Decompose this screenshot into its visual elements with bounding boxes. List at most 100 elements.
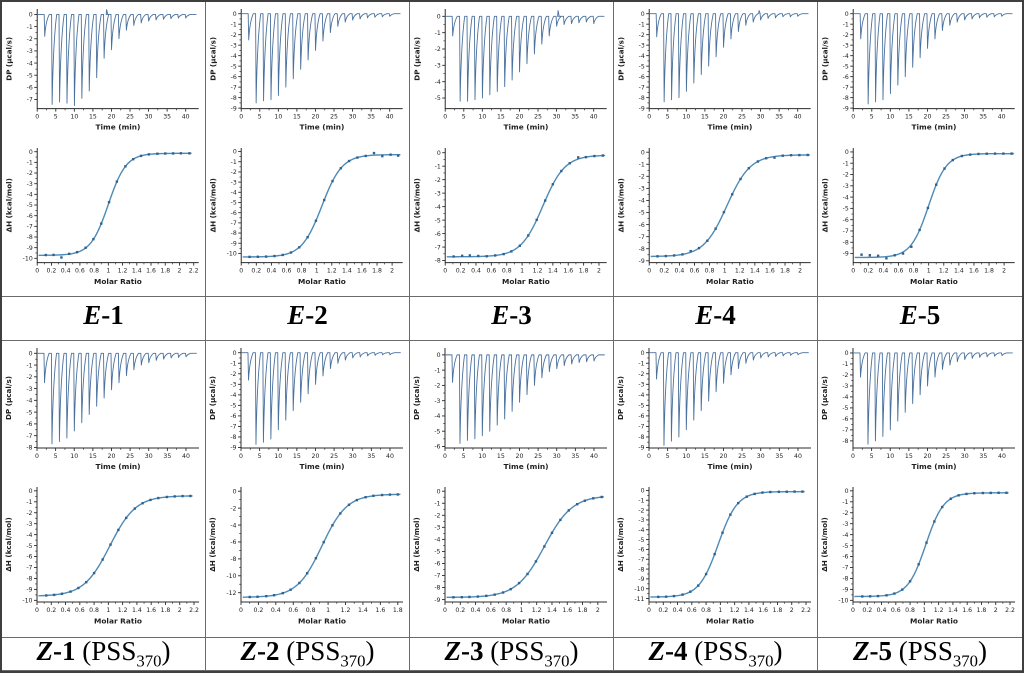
svg-text:2: 2 bbox=[595, 607, 599, 614]
data-point bbox=[371, 495, 375, 498]
svg-text:0: 0 bbox=[851, 267, 855, 274]
svg-text:5: 5 bbox=[461, 453, 465, 460]
svg-text:1.4: 1.4 bbox=[131, 607, 141, 614]
panel-suffix-close: ) bbox=[569, 637, 579, 666]
svg-text:-1: -1 bbox=[26, 159, 32, 166]
svg-text:-8: -8 bbox=[842, 438, 848, 445]
data-point bbox=[720, 531, 724, 535]
data-point bbox=[314, 219, 317, 222]
data-point bbox=[993, 151, 997, 155]
svg-text:-3: -3 bbox=[842, 384, 848, 391]
svg-text:25: 25 bbox=[738, 114, 746, 121]
panel-Z-2-charts: 0 -1 -2 -3 -4 -5 -6 -7 -8 -9 0 5 10 15 20 25 30 35 40 Time … bbox=[206, 340, 410, 637]
svg-text:0: 0 bbox=[232, 489, 236, 496]
svg-text:-7: -7 bbox=[638, 233, 644, 240]
svg-text:0.4: 0.4 bbox=[60, 607, 70, 614]
data-point bbox=[355, 499, 358, 502]
data-point bbox=[680, 252, 684, 256]
svg-text:1: 1 bbox=[519, 607, 523, 614]
svg-text:10: 10 bbox=[478, 114, 486, 121]
svg-text:-9: -9 bbox=[638, 257, 644, 264]
svg-text:1.4: 1.4 bbox=[131, 267, 141, 274]
isotherm-chart-Z-3: 0-1-2-3-4-5-6-7-8-90 0.2 0.4 0.6 0.8 1 1.2 1.4 1… bbox=[412, 487, 607, 626]
svg-text:-8: -8 bbox=[842, 576, 848, 583]
svg-text:0.4: 0.4 bbox=[672, 607, 682, 614]
svg-text:-3: -3 bbox=[843, 183, 849, 190]
svg-text:0: 0 bbox=[845, 351, 849, 358]
svg-text:-4: -4 bbox=[638, 392, 644, 399]
panel-label-Z-2: Z-2 (PSS370) bbox=[206, 637, 410, 670]
svg-text:-8: -8 bbox=[26, 445, 32, 452]
isotherm-chart-E-2: 0 -1 -2 -3 -4 -5 -6 -7 -8 -9 -10 0 0.2 0.4 0.6 0.8 1 1.2 1… bbox=[208, 147, 403, 286]
data-point bbox=[180, 495, 184, 498]
svg-text:-2: -2 bbox=[434, 513, 440, 520]
row-z-charts: 0 -1 -2 -3 -4 -5 -6 -7 -8 0 5 10 15 20 25 30 35 40 Time (m… bbox=[2, 340, 1022, 637]
data-point bbox=[730, 192, 733, 196]
svg-text:2: 2 bbox=[1002, 267, 1006, 274]
svg-text:0.8: 0.8 bbox=[89, 607, 99, 614]
data-point bbox=[468, 253, 471, 257]
data-point bbox=[901, 251, 905, 255]
data-point bbox=[722, 210, 725, 213]
svg-text:1.6: 1.6 bbox=[375, 607, 385, 614]
data-point bbox=[1005, 492, 1008, 495]
svg-text:-6: -6 bbox=[230, 540, 236, 547]
data-point bbox=[388, 493, 391, 497]
svg-text:-3: -3 bbox=[230, 179, 236, 186]
svg-text:0.2: 0.2 bbox=[455, 607, 465, 614]
fit-curve bbox=[650, 153, 810, 257]
thermogram-chart-E-4: 0-1-2-3-4-5-6-7-8-90 5 10 15 20 25 30 35 40Time … bbox=[616, 8, 811, 132]
svg-text:-6: -6 bbox=[638, 414, 644, 421]
data-point bbox=[933, 520, 936, 524]
panel-label-text: Z-2 (PSS370) bbox=[241, 638, 375, 670]
svg-text:1: 1 bbox=[722, 267, 726, 274]
svg-text:-2: -2 bbox=[26, 170, 32, 177]
x-axis-label: Time (min) bbox=[503, 123, 548, 132]
data-point bbox=[173, 495, 176, 499]
svg-text:35: 35 bbox=[367, 114, 375, 121]
y-axis-label: DP (µcal/s) bbox=[412, 376, 421, 420]
data-point bbox=[949, 497, 952, 501]
svg-text:-6: -6 bbox=[638, 221, 644, 228]
svg-text:-7: -7 bbox=[26, 565, 32, 572]
svg-text:0: 0 bbox=[443, 267, 447, 274]
svg-text:0.4: 0.4 bbox=[60, 267, 70, 274]
data-point bbox=[91, 237, 95, 240]
svg-text:15: 15 bbox=[496, 453, 504, 460]
svg-text:-8: -8 bbox=[26, 576, 32, 583]
data-point bbox=[364, 154, 367, 157]
data-point bbox=[140, 502, 144, 505]
svg-text:0.2: 0.2 bbox=[862, 607, 872, 614]
fit-curve bbox=[37, 495, 193, 597]
svg-text:35: 35 bbox=[979, 114, 987, 121]
isotherm-chart-E-5: 0 -1 -2 -3 -4 -5 -6 -7 -8 -9 0 0.2 0.4 0.6 0.8 1 1.2 1.4 1… bbox=[820, 147, 1015, 286]
svg-text:1.2: 1.2 bbox=[531, 607, 541, 614]
svg-text:0: 0 bbox=[436, 489, 440, 496]
data-point bbox=[380, 154, 384, 157]
svg-text:-2: -2 bbox=[843, 32, 849, 39]
svg-text:1.6: 1.6 bbox=[146, 267, 156, 274]
svg-text:1.4: 1.4 bbox=[749, 267, 759, 274]
svg-text:-9: -9 bbox=[638, 105, 644, 112]
svg-text:-6: -6 bbox=[638, 74, 644, 81]
svg-text:5: 5 bbox=[461, 114, 465, 121]
svg-text:-7: -7 bbox=[26, 433, 32, 440]
svg-text:0: 0 bbox=[28, 351, 32, 358]
y-axis-label: ΔH (kcal/mol) bbox=[4, 518, 13, 573]
svg-text:-3: -3 bbox=[230, 42, 236, 49]
svg-text:0.2: 0.2 bbox=[251, 267, 261, 274]
data-point bbox=[893, 253, 896, 256]
data-point bbox=[696, 584, 699, 588]
svg-text:0.8: 0.8 bbox=[296, 267, 306, 274]
svg-text:0.8: 0.8 bbox=[909, 267, 919, 274]
svg-text:-3: -3 bbox=[230, 382, 236, 389]
svg-text:0.6: 0.6 bbox=[485, 607, 495, 614]
svg-text:1.6: 1.6 bbox=[758, 607, 768, 614]
data-point bbox=[535, 218, 538, 221]
svg-text:-7: -7 bbox=[842, 565, 848, 572]
svg-text:15: 15 bbox=[88, 453, 96, 460]
svg-text:-4: -4 bbox=[230, 189, 236, 196]
data-point bbox=[712, 553, 716, 556]
panel-number: -3 bbox=[509, 300, 532, 331]
svg-text:0: 0 bbox=[232, 350, 236, 357]
